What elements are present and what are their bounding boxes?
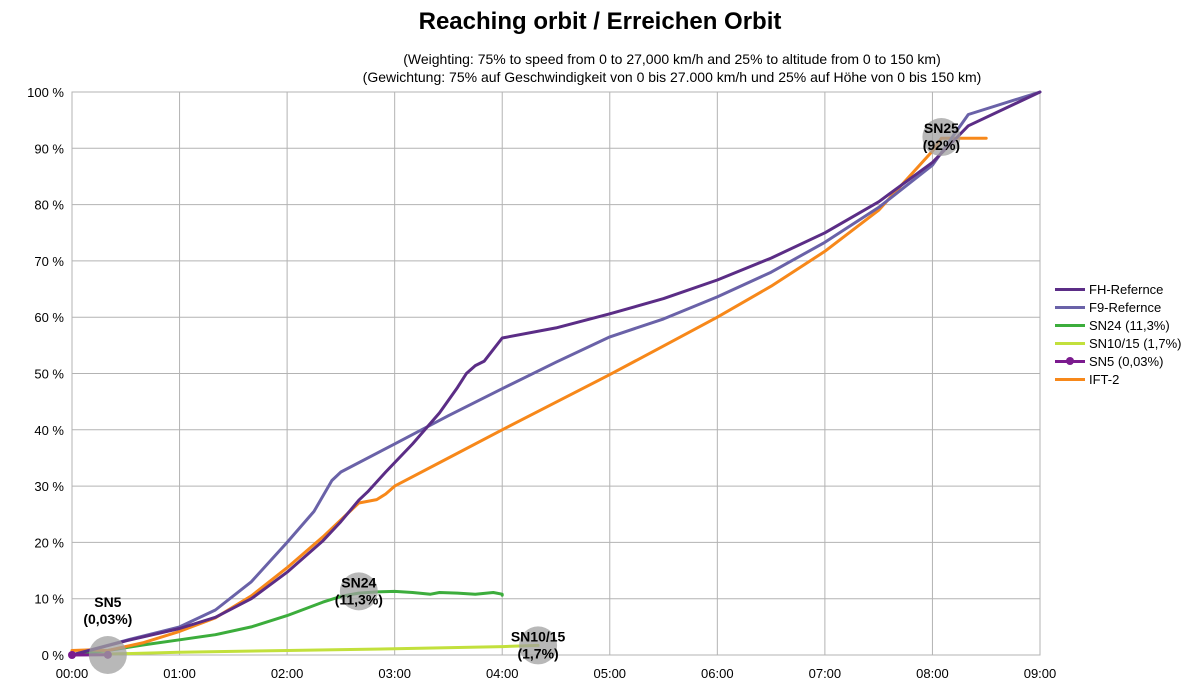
annotation-label: SN10/15: [511, 628, 566, 644]
y-tick-label: 60 %: [34, 310, 64, 325]
x-tick-label: 03:00: [378, 666, 411, 681]
y-tick-label: 10 %: [34, 592, 64, 607]
chart-subtitle-de: (Gewichtung: 75% auf Geschwindigkeit von…: [362, 69, 982, 85]
chart-title: Reaching orbit / Erreichen Orbit: [418, 8, 782, 35]
axis-tick-labels: 0 % 10 % 20 % 30 % 40 % 50 % 60 % 70 % 80 % 90 % 1…: [27, 85, 1056, 681]
x-tick-label: 05:00: [594, 666, 627, 681]
legend-swatch: [1055, 337, 1085, 349]
annotation-label: SN5: [94, 594, 121, 610]
legend-item: SN24 (11,3%): [1055, 316, 1182, 334]
legend-swatch: [1055, 319, 1085, 331]
y-tick-label: 70 %: [34, 254, 64, 269]
y-tick-label: 30 %: [34, 479, 64, 494]
legend-swatch: [1055, 355, 1085, 367]
legend-label: SN24 (11,3%): [1089, 317, 1170, 333]
legend-item: IFT-2: [1055, 370, 1182, 388]
series-line-1: [70, 90, 1042, 657]
y-tick-label: 50 %: [34, 367, 64, 382]
legend-label: FH-Refernce: [1089, 281, 1164, 297]
x-tick-label: 08:00: [916, 666, 949, 681]
x-tick-label: 02:00: [271, 666, 304, 681]
legend-label: SN5 (0,03%): [1089, 353, 1164, 369]
x-tick-label: 06:00: [701, 666, 734, 681]
x-tick-label: 04:00: [486, 666, 519, 681]
legend-label: F9-Refernce: [1089, 299, 1162, 315]
legend-item: FH-Refernce: [1055, 280, 1182, 298]
x-tick-label: 09:00: [1024, 666, 1057, 681]
y-tick-label: 0 %: [42, 648, 65, 663]
y-tick-label: 80 %: [34, 198, 64, 213]
legend-item: SN5 (0,03%): [1055, 352, 1182, 370]
series-marker: [68, 651, 76, 659]
annotation-marker: [339, 572, 378, 611]
series-line-3: [70, 643, 540, 657]
annotation-label: SN24: [341, 574, 376, 590]
annotation-marker: [519, 626, 558, 665]
x-tick-label: 00:00: [56, 666, 89, 681]
y-tick-label: 20 %: [34, 535, 64, 550]
series-layer: [68, 90, 1042, 659]
chart-subtitle-en: (Weighting: 75% to speed from 0 to 27,00…: [403, 51, 941, 67]
annotation-marker: [922, 118, 961, 157]
annotation-label: SN25: [924, 120, 959, 136]
y-tick-label: 90 %: [34, 141, 64, 156]
legend-item: SN10/15 (1,7%): [1055, 334, 1182, 352]
annotation-value: (92%): [923, 137, 960, 153]
y-tick-label: 100 %: [27, 85, 64, 100]
annotation-marker: [88, 636, 127, 674]
grid-lines: [71, 91, 1041, 656]
legend-swatch: [1055, 373, 1085, 385]
legend-label: SN10/15 (1,7%): [1089, 335, 1182, 351]
y-tick-label: 40 %: [34, 423, 64, 438]
legend-label: IFT-2: [1089, 371, 1120, 387]
legend-item: F9-Refernce: [1055, 298, 1182, 316]
annotation-value: (1,7%): [517, 645, 558, 661]
series-line-0: [70, 90, 1042, 657]
x-tick-label: 07:00: [809, 666, 842, 681]
x-tick-label: 01:00: [163, 666, 196, 681]
legend-swatch: [1055, 283, 1085, 295]
chart-legend: FH-Refernce F9-Refernce SN24 (11,3%) SN10/1…: [1055, 280, 1182, 388]
annotation-value: (11,3%): [335, 591, 383, 607]
legend-swatch: [1055, 301, 1085, 313]
annotations-layer: SN5(0,03%) SN24(11,3%) SN10/15(1,7%) SN25(9…: [83, 118, 961, 674]
series-line-5: [70, 136, 988, 652]
annotation-value: (0,03%): [83, 611, 132, 627]
